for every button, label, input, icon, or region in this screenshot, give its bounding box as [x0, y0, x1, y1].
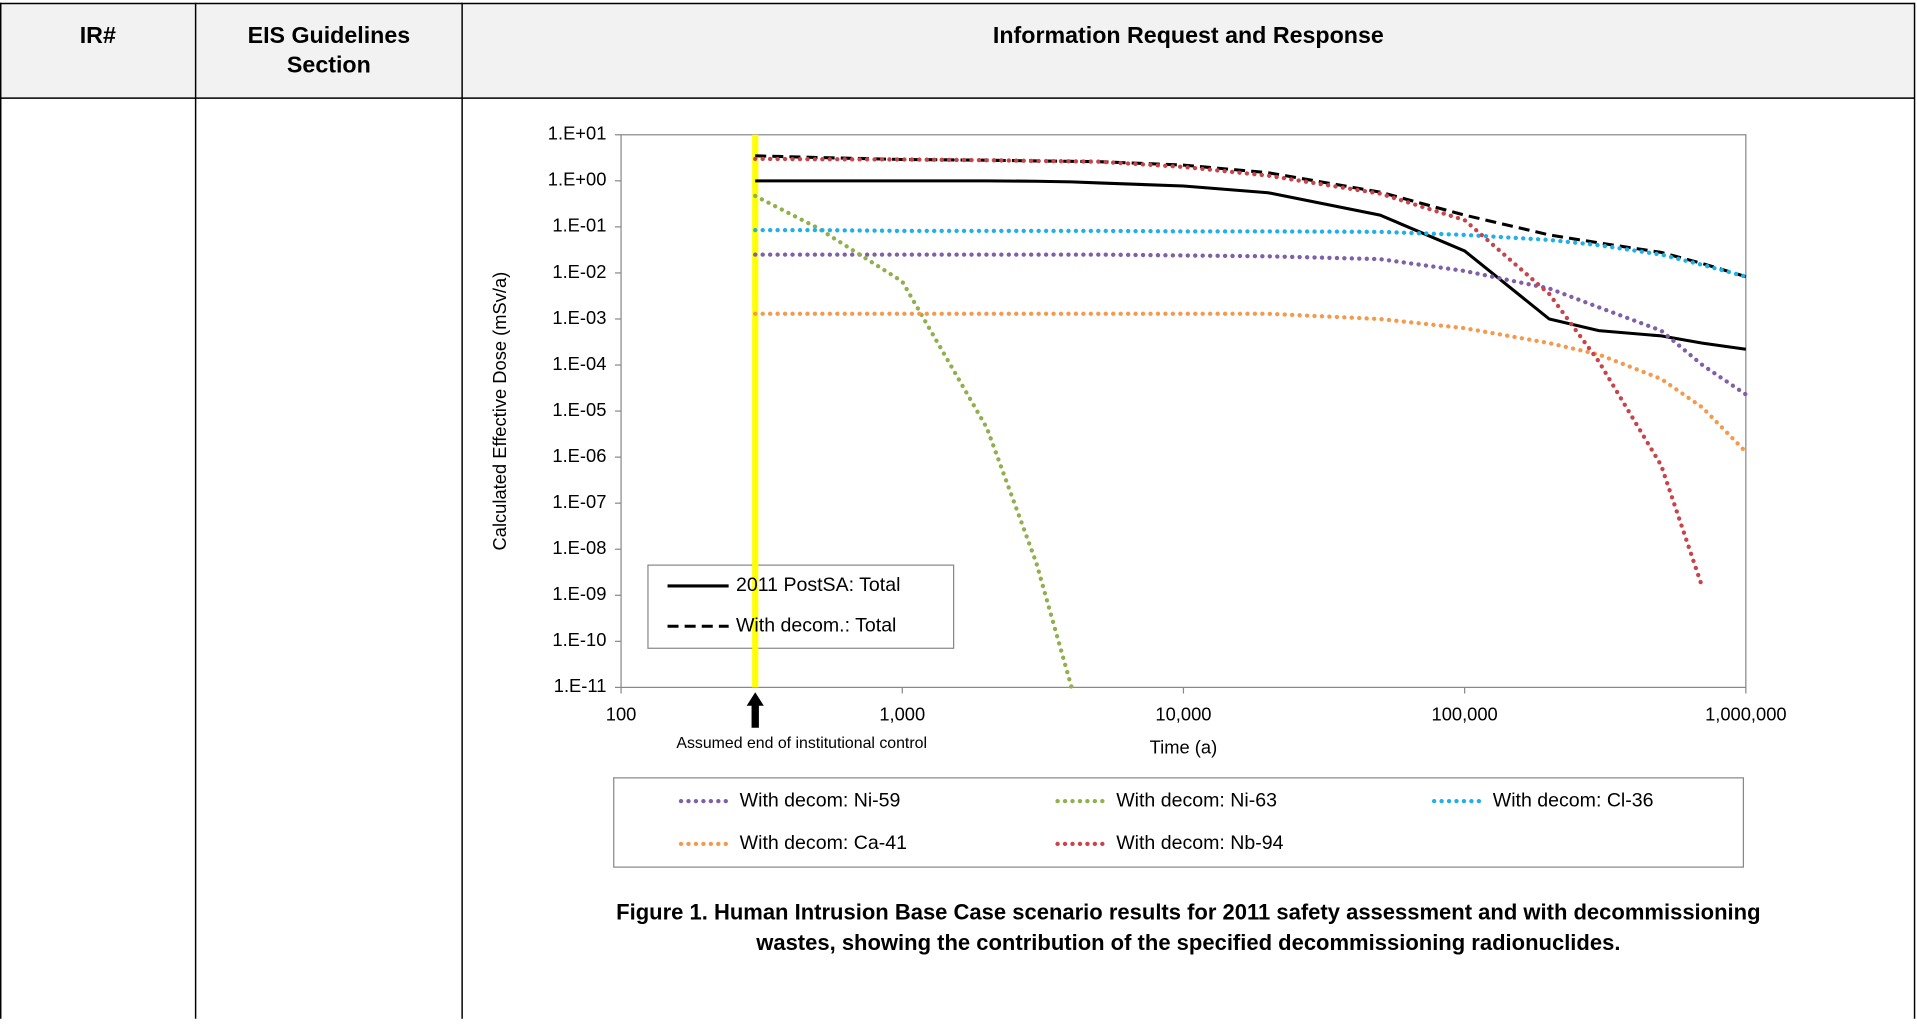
legend-label: With decom: Cl-36 [1493, 789, 1654, 811]
caption: Figure 1. Human Intrusion Base Case scen… [616, 899, 1760, 924]
y-tick-label: 1.E-03 [552, 307, 606, 328]
x-tick-label: 100 [606, 703, 637, 724]
header-cell: Section [287, 51, 371, 77]
legend-box [647, 564, 955, 649]
y-tick-label: 1.E-08 [552, 537, 606, 558]
header-cell: Information Request and Response [993, 22, 1384, 48]
y-tick-label: 1.E-01 [552, 215, 606, 236]
legend-label: With decom: Ni-63 [1116, 789, 1277, 811]
series-line [753, 156, 1705, 590]
y-tick-label: 1.E-10 [552, 629, 606, 650]
series-line [753, 311, 1748, 455]
legend-label: With decom: Ni-59 [740, 789, 901, 811]
series-line [753, 252, 1748, 397]
caption: wastes, showing the contribution of the … [755, 930, 1620, 955]
header-cell: IR# [80, 22, 116, 48]
y-tick-label: 1.E-05 [552, 399, 606, 420]
x-tick-label: 100,000 [1432, 703, 1498, 724]
series-line [753, 228, 1748, 279]
legend-label: With decom: Ca-41 [740, 832, 907, 854]
x-tick-label: 10,000 [1155, 703, 1211, 724]
series-line [753, 193, 1074, 690]
legend-box [613, 777, 1745, 868]
y-tick-label: 1.E-07 [552, 491, 606, 512]
x-axis-label: Time (a) [1150, 736, 1218, 757]
header-cell: EIS Guidelines [248, 22, 411, 48]
header-row [0, 2, 1915, 99]
series-line [755, 154, 1747, 279]
y-tick-label: 1.E-04 [552, 353, 606, 374]
legend-label: With decom: Nb-94 [1116, 832, 1283, 854]
legend-label: With decom.: Total [736, 614, 896, 636]
y-tick-label: 1.E-06 [552, 445, 606, 466]
y-tick-label: 1.E-09 [552, 583, 606, 604]
x-tick-label: 1,000,000 [1705, 703, 1787, 724]
marker-label: Assumed end of institutional control [676, 735, 927, 752]
y-tick-label: 1.E-11 [554, 675, 607, 696]
y-tick-label: 1.E+01 [548, 123, 607, 144]
y-tick-label: 1.E-02 [552, 261, 606, 282]
marker-arrow [746, 692, 764, 728]
y-tick-label: 1.E+00 [548, 169, 607, 190]
y-axis-label: Calculated Effective Dose (mSv/a) [489, 272, 510, 551]
legend-label: 2011 PostSA: Total [736, 574, 900, 596]
x-tick-label: 1,000 [879, 703, 925, 724]
series-line [755, 179, 1747, 351]
